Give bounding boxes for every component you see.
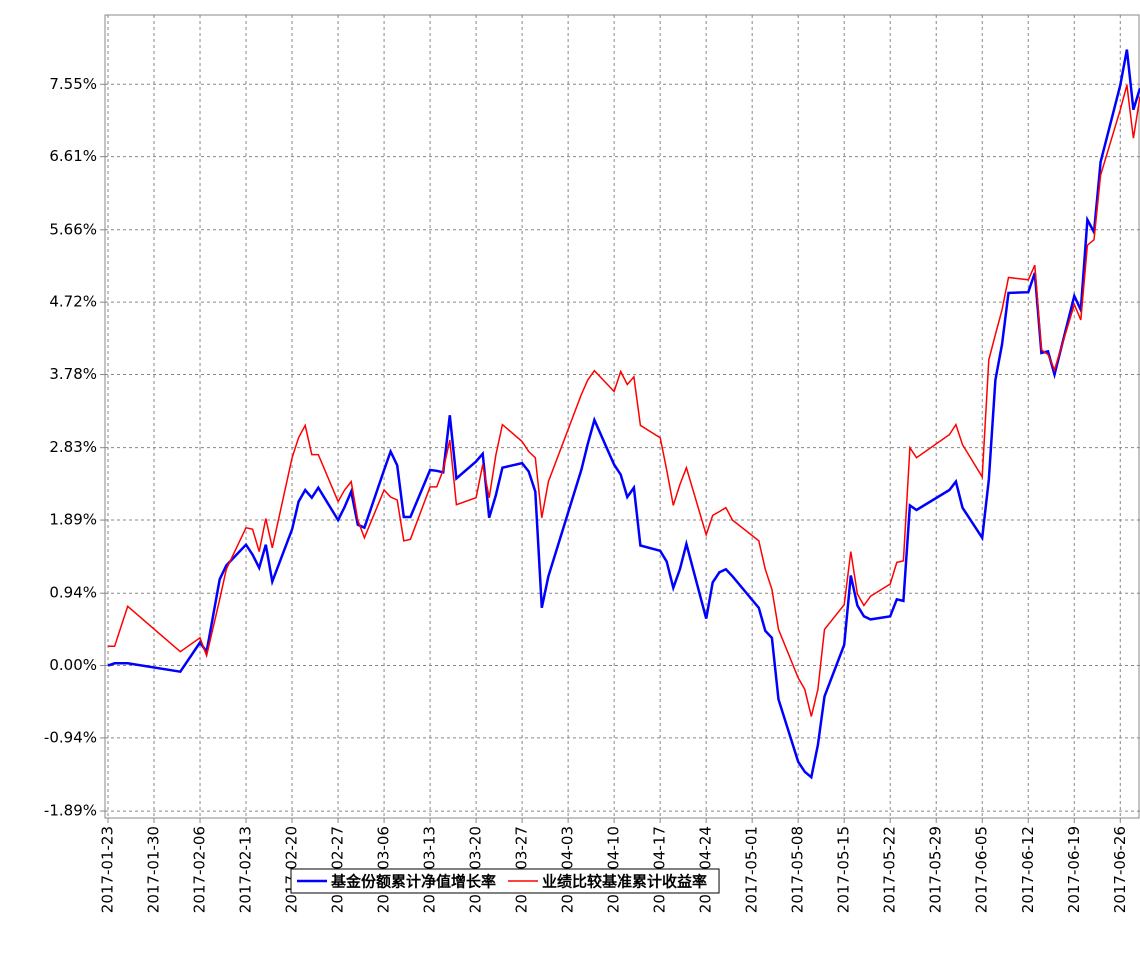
x-tick-label: 2017-05-08 [789, 826, 807, 913]
y-tick-label: -0.94% [44, 728, 97, 746]
y-tick-label: 0.00% [49, 656, 97, 674]
x-tick-label: 2017-05-22 [881, 826, 899, 913]
y-tick-label: 0.94% [49, 584, 97, 602]
y-tick-label: 4.72% [49, 293, 97, 311]
x-tick-label: 2017-01-30 [145, 826, 163, 913]
y-tick-label: -1.89% [44, 802, 97, 820]
series-line [107, 49, 1140, 780]
y-tick-label: 3.78% [49, 365, 97, 383]
series-line [108, 84, 1140, 717]
y-tick-label: 6.61% [49, 147, 97, 165]
x-tick-label: 2017-02-06 [191, 826, 209, 913]
x-tick-label: 2017-05-15 [835, 826, 853, 913]
legend-box [290, 868, 720, 894]
x-tick-label: 2017-06-12 [1019, 826, 1037, 913]
y-tick-label: 5.66% [49, 220, 97, 238]
y-tick-label: 2.83% [49, 438, 97, 456]
x-tick-label: 2017-06-19 [1065, 826, 1083, 913]
legend: 基金份额累计净值增长率 业绩比较基准累计收益率 [290, 868, 720, 894]
x-tick-label: 2017-06-05 [973, 826, 991, 913]
y-tick-label: 7.55% [49, 75, 97, 93]
x-tick-label: 2017-05-29 [927, 826, 945, 913]
plot-frame [104, 14, 1140, 819]
y-tick-label: 1.89% [49, 511, 97, 529]
x-tick-label: 2017-02-13 [237, 826, 255, 913]
legend-label: 业绩比较基准累计收益率 [542, 873, 707, 891]
legend-label: 基金份额累计净值增长率 [330, 873, 496, 891]
x-tick-label: 2017-05-01 [743, 826, 761, 913]
x-tick-label: 2017-06-26 [1111, 826, 1129, 913]
x-tick-label: 2017-01-23 [99, 826, 117, 913]
